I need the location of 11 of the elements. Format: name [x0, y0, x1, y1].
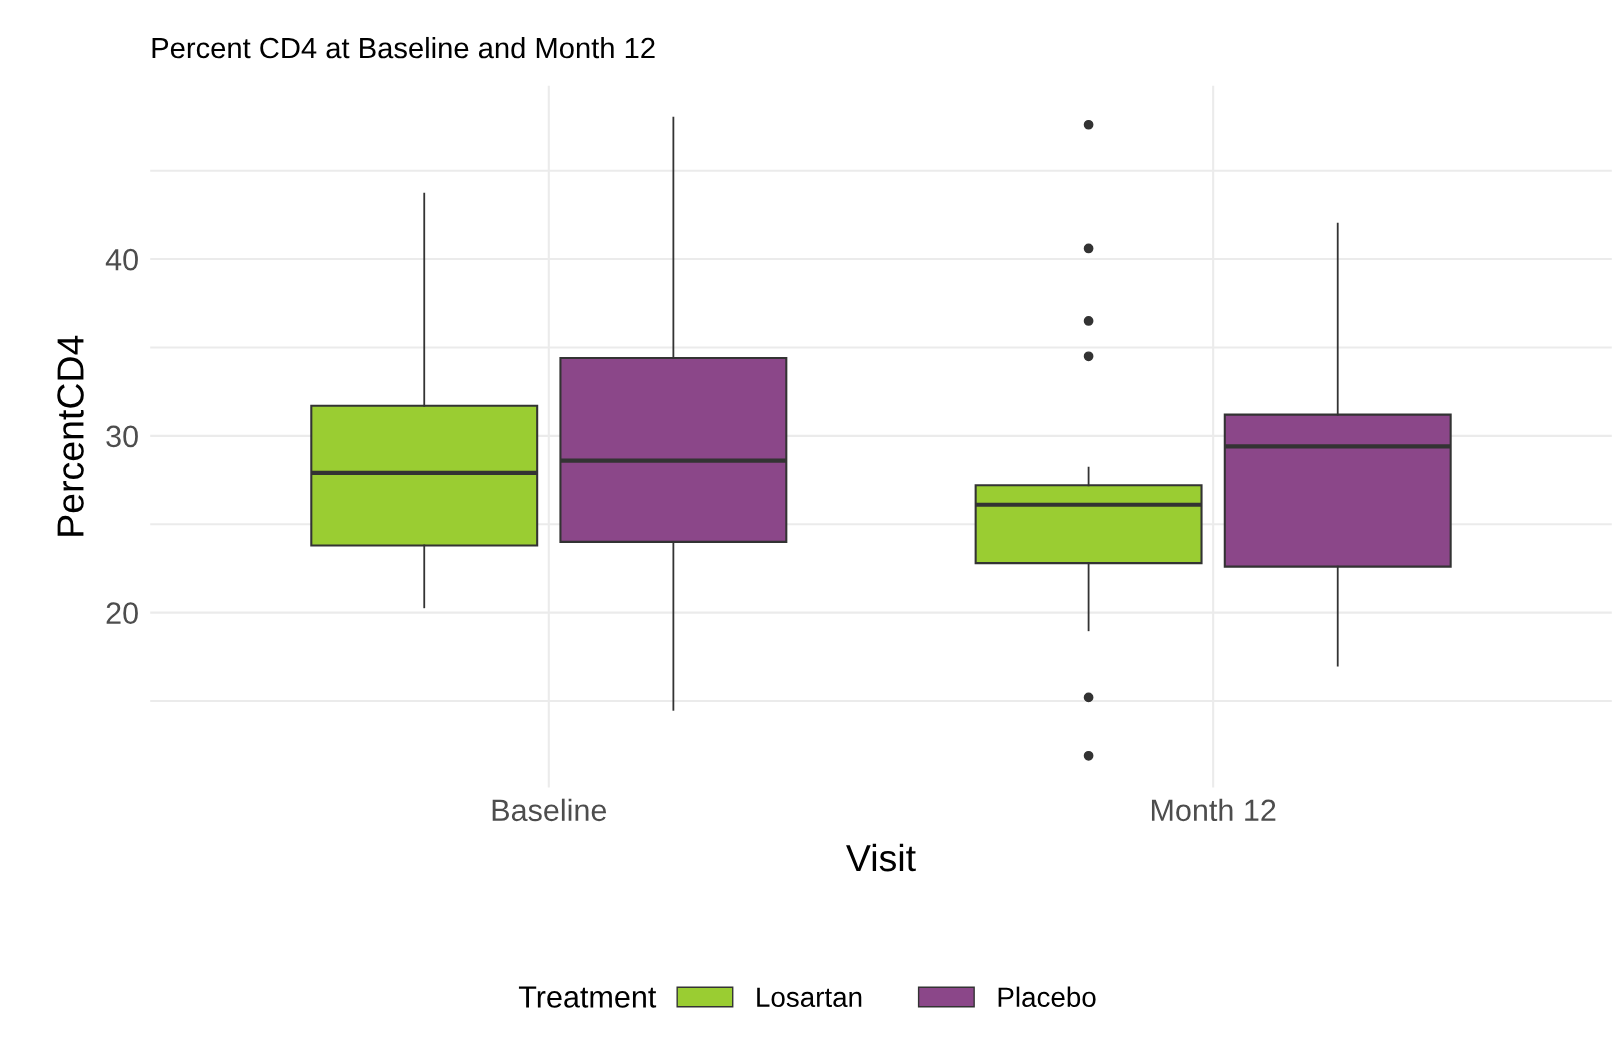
y-axis-title: PercentCD4 [57, 335, 84, 536]
y-tick-label: 30 [106, 425, 138, 448]
x-axis-title: Visit [846, 843, 916, 872]
legend-label: Placebo [998, 986, 1096, 1008]
chart-title: Percent CD4 at Baseline and Month 12 [152, 36, 655, 59]
x-tick-label: Month 12 [1151, 798, 1276, 822]
y-tick-label: 40 [105, 248, 138, 271]
legend-title: Treatment [518, 986, 657, 1008]
x-tick-label: Baseline [492, 798, 607, 822]
y-tick-label: 20 [106, 602, 138, 624]
legend-label: Losartan [757, 987, 862, 1008]
